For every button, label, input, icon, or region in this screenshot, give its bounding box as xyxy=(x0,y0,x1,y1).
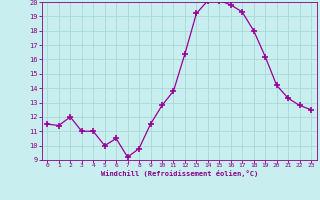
X-axis label: Windchill (Refroidissement éolien,°C): Windchill (Refroidissement éolien,°C) xyxy=(100,170,258,177)
